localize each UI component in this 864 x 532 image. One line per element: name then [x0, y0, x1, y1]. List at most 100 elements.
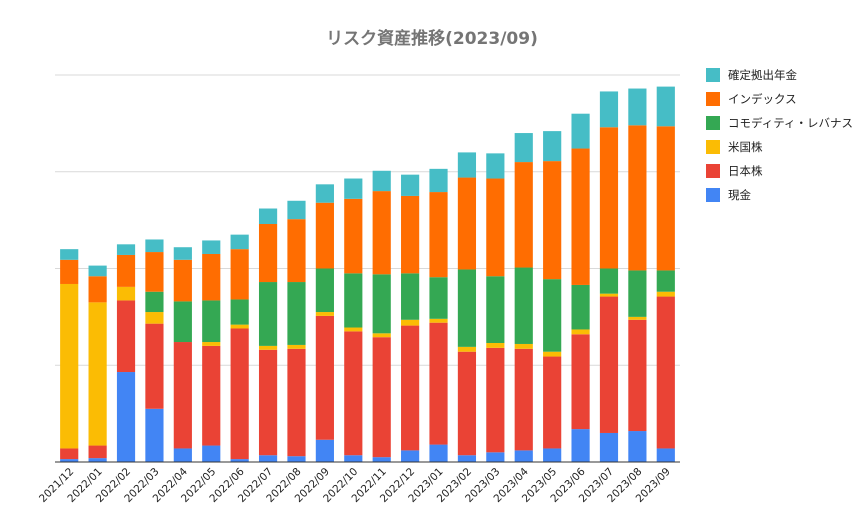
bar-segment: [599, 91, 619, 128]
bar-segment: [457, 346, 477, 352]
bar-segment: [145, 252, 164, 292]
bar-segment: [599, 293, 619, 297]
bar-segment: [202, 342, 221, 346]
bar-segment: [116, 372, 136, 462]
bar-segment: [628, 431, 647, 462]
bar-segment: [514, 348, 533, 451]
legend-swatch: [706, 116, 720, 130]
bar-segment: [543, 356, 562, 449]
legend-swatch: [706, 140, 720, 154]
bar-segment: [258, 223, 278, 283]
bar-segment: [514, 343, 533, 349]
bar-segment: [429, 444, 448, 462]
legend-label: 現金: [728, 188, 751, 202]
bar-segment: [401, 174, 420, 196]
bar-segment: [202, 345, 221, 446]
bar-segment: [429, 277, 448, 319]
bar-segment: [372, 337, 391, 458]
bar-segment: [543, 279, 562, 352]
bar-segment: [230, 234, 249, 250]
bar-segment: [429, 322, 448, 445]
bar-segment: [344, 327, 363, 332]
bar-segment: [258, 282, 278, 346]
bar-segment: [344, 331, 363, 456]
bar-segment: [543, 448, 562, 462]
bar-segment: [202, 253, 221, 301]
legend-label: 米国株: [728, 140, 763, 154]
bar-segment: [656, 270, 675, 292]
bar-segment: [287, 282, 306, 345]
bar-segment: [599, 127, 619, 269]
bar-segment: [202, 240, 221, 254]
bar-segment: [60, 283, 79, 449]
bar-segment: [173, 342, 192, 449]
bar-segment: [258, 208, 278, 224]
legend-swatch: [706, 188, 720, 202]
bar-segment: [514, 450, 533, 462]
bar-segment: [344, 273, 363, 328]
bar-segment: [88, 302, 107, 446]
bar-segment: [656, 291, 675, 297]
bar-segment: [486, 342, 505, 348]
bar-segment: [230, 249, 249, 300]
bar-segment: [344, 178, 363, 199]
bar-segment: [571, 329, 590, 335]
bar-segment: [571, 284, 590, 330]
legend-label: 確定拠出年金: [728, 68, 797, 82]
bar-segment: [486, 178, 505, 277]
bar-segment: [457, 351, 477, 456]
bar-segment: [344, 455, 363, 462]
bar-segment: [401, 195, 420, 274]
legend-label: 日本株: [728, 164, 763, 178]
bar-segment: [543, 351, 562, 357]
bar-segment: [315, 268, 334, 313]
bar-segment: [258, 345, 278, 350]
bar-segment: [315, 312, 334, 316]
bar-segment: [202, 445, 221, 462]
bar-segment: [202, 300, 221, 343]
bar-segment: [514, 133, 533, 163]
bar-segment: [88, 265, 107, 277]
bar-segment: [60, 459, 79, 462]
bar-segment: [315, 184, 334, 203]
bar-segment: [287, 344, 306, 349]
bar-segment: [173, 259, 192, 302]
bar-segment: [315, 439, 334, 462]
bar-segment: [372, 457, 391, 462]
bar-segment: [628, 319, 647, 432]
bar-segment: [571, 429, 590, 462]
bar-segment: [571, 334, 590, 430]
bar-segment: [599, 296, 619, 433]
bar-segment: [344, 198, 363, 274]
bar-segment: [401, 319, 420, 326]
bar-segment: [145, 239, 164, 253]
bar-segment: [287, 348, 306, 457]
bar-segment: [401, 325, 420, 451]
bar-segment: [599, 432, 619, 462]
x-axis-tick-labels: 2021/122022/012022/022022/032022/042022/…: [37, 465, 673, 505]
bar-segment: [429, 318, 448, 323]
bar-segment: [543, 131, 562, 162]
bar-segment: [457, 269, 477, 347]
bar-segment: [429, 168, 448, 193]
bar-segment: [599, 268, 619, 294]
bar-segment: [173, 247, 192, 260]
bar-segment: [173, 301, 192, 343]
bar-segment: [116, 286, 136, 301]
bar-segment: [401, 450, 420, 462]
bar-segment: [88, 276, 107, 303]
bar-segment: [372, 333, 391, 338]
bar-segment: [628, 316, 647, 320]
bars: [60, 86, 675, 462]
bar-segment: [145, 312, 164, 324]
bar-segment: [116, 244, 136, 255]
bar-segment: [486, 153, 505, 179]
bar-segment: [372, 191, 391, 275]
bar-segment: [486, 276, 505, 343]
bar-segment: [486, 347, 505, 453]
chart-title: リスク資産推移(2023/09): [326, 28, 538, 49]
bar-segment: [514, 267, 533, 344]
bar-segment: [116, 254, 136, 287]
bar-segment: [258, 455, 278, 462]
